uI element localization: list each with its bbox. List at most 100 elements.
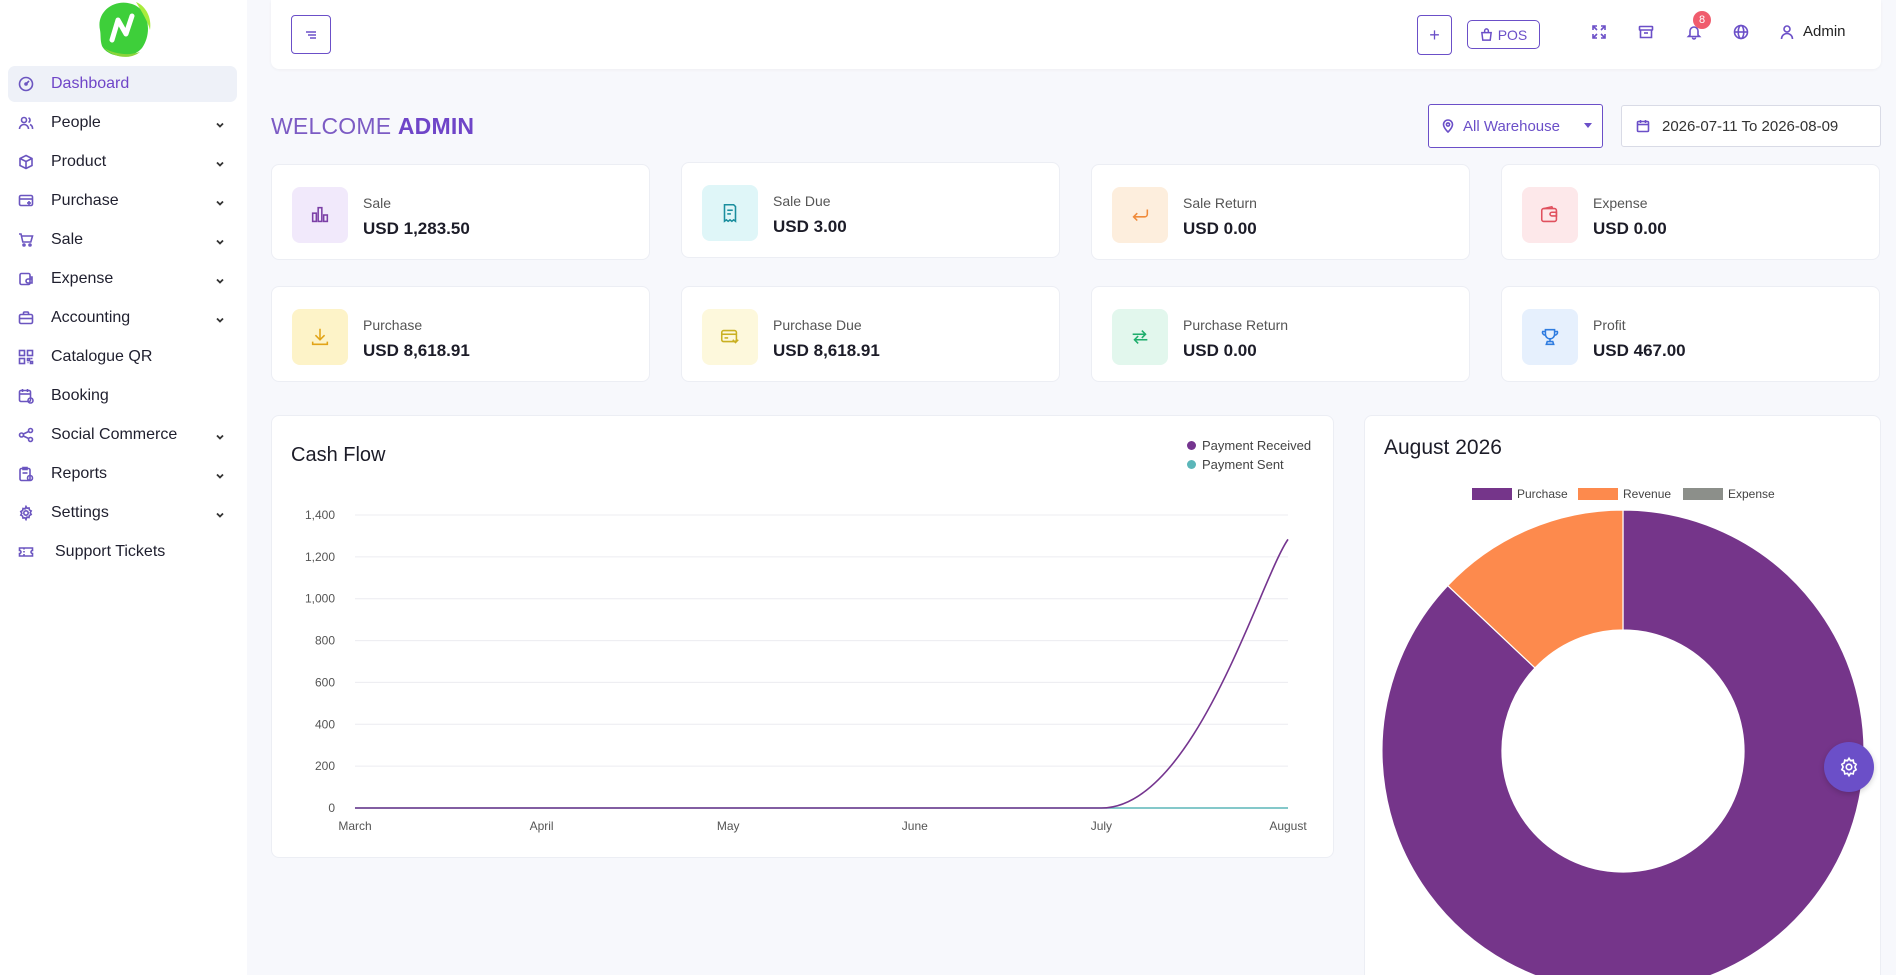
legend-label: Payment Sent (1202, 457, 1284, 472)
stat-card-value: USD 8,618.91 (773, 341, 880, 360)
chevron-down-icon (215, 273, 225, 284)
sidebar-item-people[interactable]: People (8, 105, 237, 141)
sidebar-item-label: Expense (51, 270, 114, 287)
box-icon (18, 154, 34, 170)
sidebar-nav: Dashboard People Product Purchase Sale Expens… (8, 66, 237, 573)
sidebar-item-expense[interactable]: Expense (8, 261, 237, 297)
chevron-down-icon (215, 468, 225, 479)
user-name: Admin (1803, 23, 1846, 40)
add-button[interactable]: + (1417, 15, 1452, 55)
stat-card-label: Purchase Return (1183, 317, 1289, 333)
stat-card-sale-return[interactable]: Sale Return USD 0.00 (1091, 164, 1470, 260)
legend-label-expense[interactable]: Expense (1728, 487, 1775, 501)
fullscreen-icon (1592, 25, 1606, 39)
cash-flow-title: Cash Flow (291, 444, 386, 466)
stat-card-profit[interactable]: Profit USD 467.00 (1501, 286, 1880, 382)
sidebar-item-social-commerce[interactable]: Social Commerce (8, 417, 237, 453)
x-tick-label: June (902, 819, 928, 833)
stat-card-label: Profit (1593, 317, 1626, 333)
sidebar-item-product[interactable]: Product (8, 144, 237, 180)
stat-card-purchase-return[interactable]: Purchase Return USD 0.00 (1091, 286, 1470, 382)
pos-button[interactable]: POS (1467, 20, 1540, 49)
archive-button[interactable] (1638, 24, 1656, 42)
welcome-prefix: WELCOME (271, 113, 392, 139)
app-logo[interactable] (92, 0, 154, 60)
x-tick-label: May (717, 819, 740, 833)
sidebar-item-label: Booking (51, 387, 109, 404)
stat-card-label: Sale Due (773, 193, 831, 209)
menu-toggle-button[interactable] (291, 15, 331, 54)
user-menu[interactable]: Admin (1779, 23, 1846, 40)
sidebar-item-settings[interactable]: Settings (8, 495, 237, 531)
user-icon (1780, 24, 1794, 39)
sidebar-item-reports[interactable]: Reports (8, 456, 237, 492)
sidebar-item-label: Purchase (51, 192, 119, 209)
sidebar-item-catalogue-qr[interactable]: Catalogue QR (8, 339, 237, 375)
donut-slice-revenue[interactable] (1446, 509, 1624, 669)
series-line-payment-received[interactable] (355, 538, 1289, 809)
fullscreen-button[interactable] (1591, 24, 1609, 42)
y-tick-label: 1,400 (305, 508, 335, 522)
x-tick-label: April (530, 819, 554, 833)
sidebar-item-dashboard[interactable]: Dashboard (8, 66, 237, 102)
stat-card-sale[interactable]: Sale USD 1,283.50 (271, 164, 650, 260)
y-tick-label: 400 (315, 717, 335, 731)
receipt-icon (702, 185, 758, 241)
sidebar-item-purchase[interactable]: Purchase (8, 183, 237, 219)
sidebar-item-accounting[interactable]: Accounting (8, 300, 237, 336)
legend-dot (1187, 441, 1196, 450)
stat-card-purchase[interactable]: Purchase USD 8,618.91 (271, 286, 650, 382)
caret-down-icon (1584, 123, 1592, 128)
sidebar-item-label: Support Tickets (55, 543, 166, 560)
warehouse-selected: All Warehouse (1463, 117, 1560, 135)
stat-card-sale-due[interactable]: Sale Due USD 3.00 (681, 162, 1060, 258)
sidebar-item-label: Accounting (51, 309, 131, 326)
date-range-picker[interactable]: 2026-07-11 To 2026-08-09 (1621, 105, 1881, 147)
stat-card-value: USD 0.00 (1183, 341, 1257, 360)
notifications-button[interactable] (1686, 24, 1704, 42)
chevron-down-icon (215, 156, 225, 167)
download-icon (292, 309, 348, 365)
stat-card-purchase-due[interactable]: Purchase Due USD 8,618.91 (681, 286, 1060, 382)
settings-floating-button[interactable] (1824, 742, 1874, 792)
legend-label-revenue[interactable]: Revenue (1623, 487, 1671, 501)
sidebar-item-support-tickets[interactable]: Support Tickets (8, 534, 237, 570)
trophy-icon (1522, 309, 1578, 365)
monthly-summary-title: August 2026 (1384, 436, 1502, 459)
map-pin-icon (1442, 119, 1454, 133)
cart-plus-icon (18, 193, 34, 209)
sidebar-item-label: Catalogue QR (51, 348, 153, 365)
warehouse-select[interactable]: All Warehouse (1428, 104, 1603, 148)
stat-card-value: USD 0.00 (1183, 219, 1257, 238)
y-tick-label: 1,000 (305, 592, 335, 606)
bell-icon (1686, 26, 1702, 40)
sidebar-item-booking[interactable]: Booking (8, 378, 237, 414)
stat-card-label: Purchase (363, 317, 423, 333)
stat-card-label: Sale Return (1183, 195, 1257, 211)
legend-payment-sent[interactable]: Payment Sent (1187, 457, 1284, 472)
legend-payment-received[interactable]: Payment Received (1187, 438, 1311, 453)
sidebar-item-label: Product (51, 153, 107, 170)
sidebar-item-sale[interactable]: Sale (8, 222, 237, 258)
legend-label: Payment Received (1202, 438, 1312, 453)
calendar-icon (18, 388, 34, 404)
stat-card-label: Purchase Due (773, 317, 862, 333)
stat-card-value: USD 8,618.91 (363, 341, 470, 360)
sidebar-item-label: Social Commerce (51, 426, 178, 443)
sidebar-item-label: Sale (51, 231, 84, 248)
stat-card-expense[interactable]: Expense USD 0.00 (1501, 164, 1880, 260)
language-button[interactable] (1733, 24, 1751, 42)
chevron-down-icon (215, 117, 225, 128)
sidebar-item-label: Reports (51, 465, 108, 482)
x-tick-label: March (338, 819, 371, 833)
notification-badge: 8 (1693, 11, 1711, 29)
shopping-cart-icon (18, 232, 34, 248)
chevron-down-icon (215, 234, 225, 245)
legend-label-purchase[interactable]: Purchase (1517, 487, 1568, 501)
top-bar: + POS 8 Admin (271, 0, 1881, 69)
gauge-icon (18, 76, 34, 92)
menu-icon (306, 30, 316, 39)
qrcode-icon (18, 349, 34, 365)
share-icon (18, 427, 34, 443)
sidebar-item-label: Settings (51, 504, 109, 521)
